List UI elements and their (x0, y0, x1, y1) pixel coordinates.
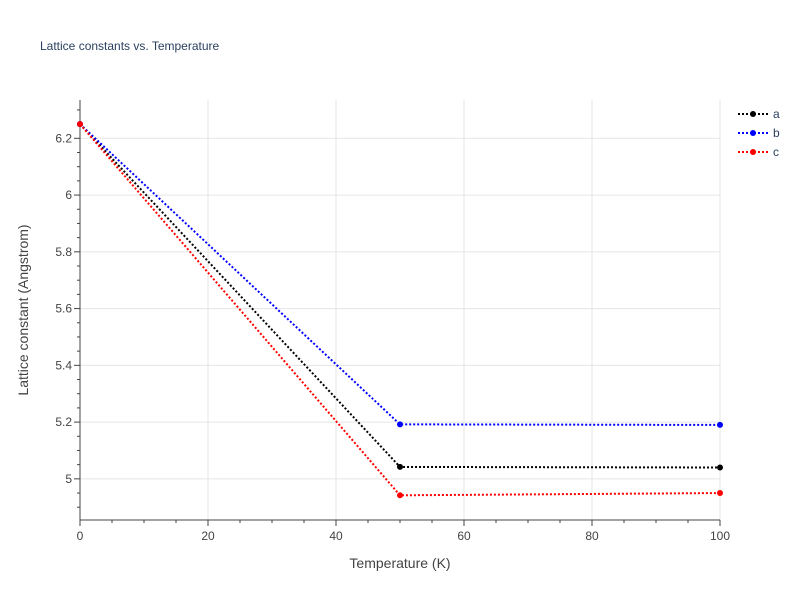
x-tick-label: 20 (201, 529, 215, 543)
y-tick-label: 5.4 (55, 358, 72, 372)
legend-item-a[interactable]: a (738, 107, 780, 121)
legend-marker-a (750, 111, 756, 117)
legend-label-a: a (773, 107, 780, 121)
series-c (77, 121, 723, 499)
data-point-c[interactable] (77, 121, 83, 128)
chart-title: Lattice constants vs. Temperature (40, 39, 220, 53)
y-tick-label: 5.6 (55, 302, 72, 316)
y-tick-label: 6.2 (55, 131, 72, 145)
series-line-b (79, 123, 721, 426)
x-tick-label: 100 (710, 529, 730, 543)
y-tick-label: 5 (65, 472, 72, 486)
data-point-c[interactable] (717, 490, 723, 497)
series-layer (77, 121, 723, 499)
legend-item-b[interactable]: b (738, 126, 780, 140)
data-point-b[interactable] (717, 421, 723, 428)
y-axis-title: Lattice constant (Angstrom) (15, 224, 31, 395)
data-point-b[interactable] (397, 421, 403, 428)
data-point-c[interactable] (397, 492, 403, 499)
x-tick-label: 40 (329, 529, 343, 543)
axis-layer: 0 20 40 60 80 100 5 5.2 5.4 5.6 5.8 6 6.2 (55, 100, 730, 543)
y-tick-label: 6 (65, 188, 72, 202)
legend-label-c: c (773, 145, 779, 159)
legend[interactable]: abc (738, 107, 780, 159)
grid-layer (80, 100, 721, 520)
x-tick-label: 80 (585, 529, 599, 543)
data-point-a[interactable] (717, 464, 723, 471)
y-tick-label: 5.8 (55, 245, 72, 259)
x-axis-title: Temperature (K) (349, 555, 450, 571)
y-tick-label: 5.2 (55, 415, 72, 429)
legend-item-c[interactable]: c (738, 145, 779, 159)
x-tick-label: 60 (457, 529, 471, 543)
x-tick-label: 0 (77, 529, 84, 543)
legend-label-b: b (773, 126, 780, 140)
legend-marker-b (750, 130, 756, 136)
legend-marker-c (750, 149, 756, 155)
data-point-a[interactable] (397, 463, 403, 470)
